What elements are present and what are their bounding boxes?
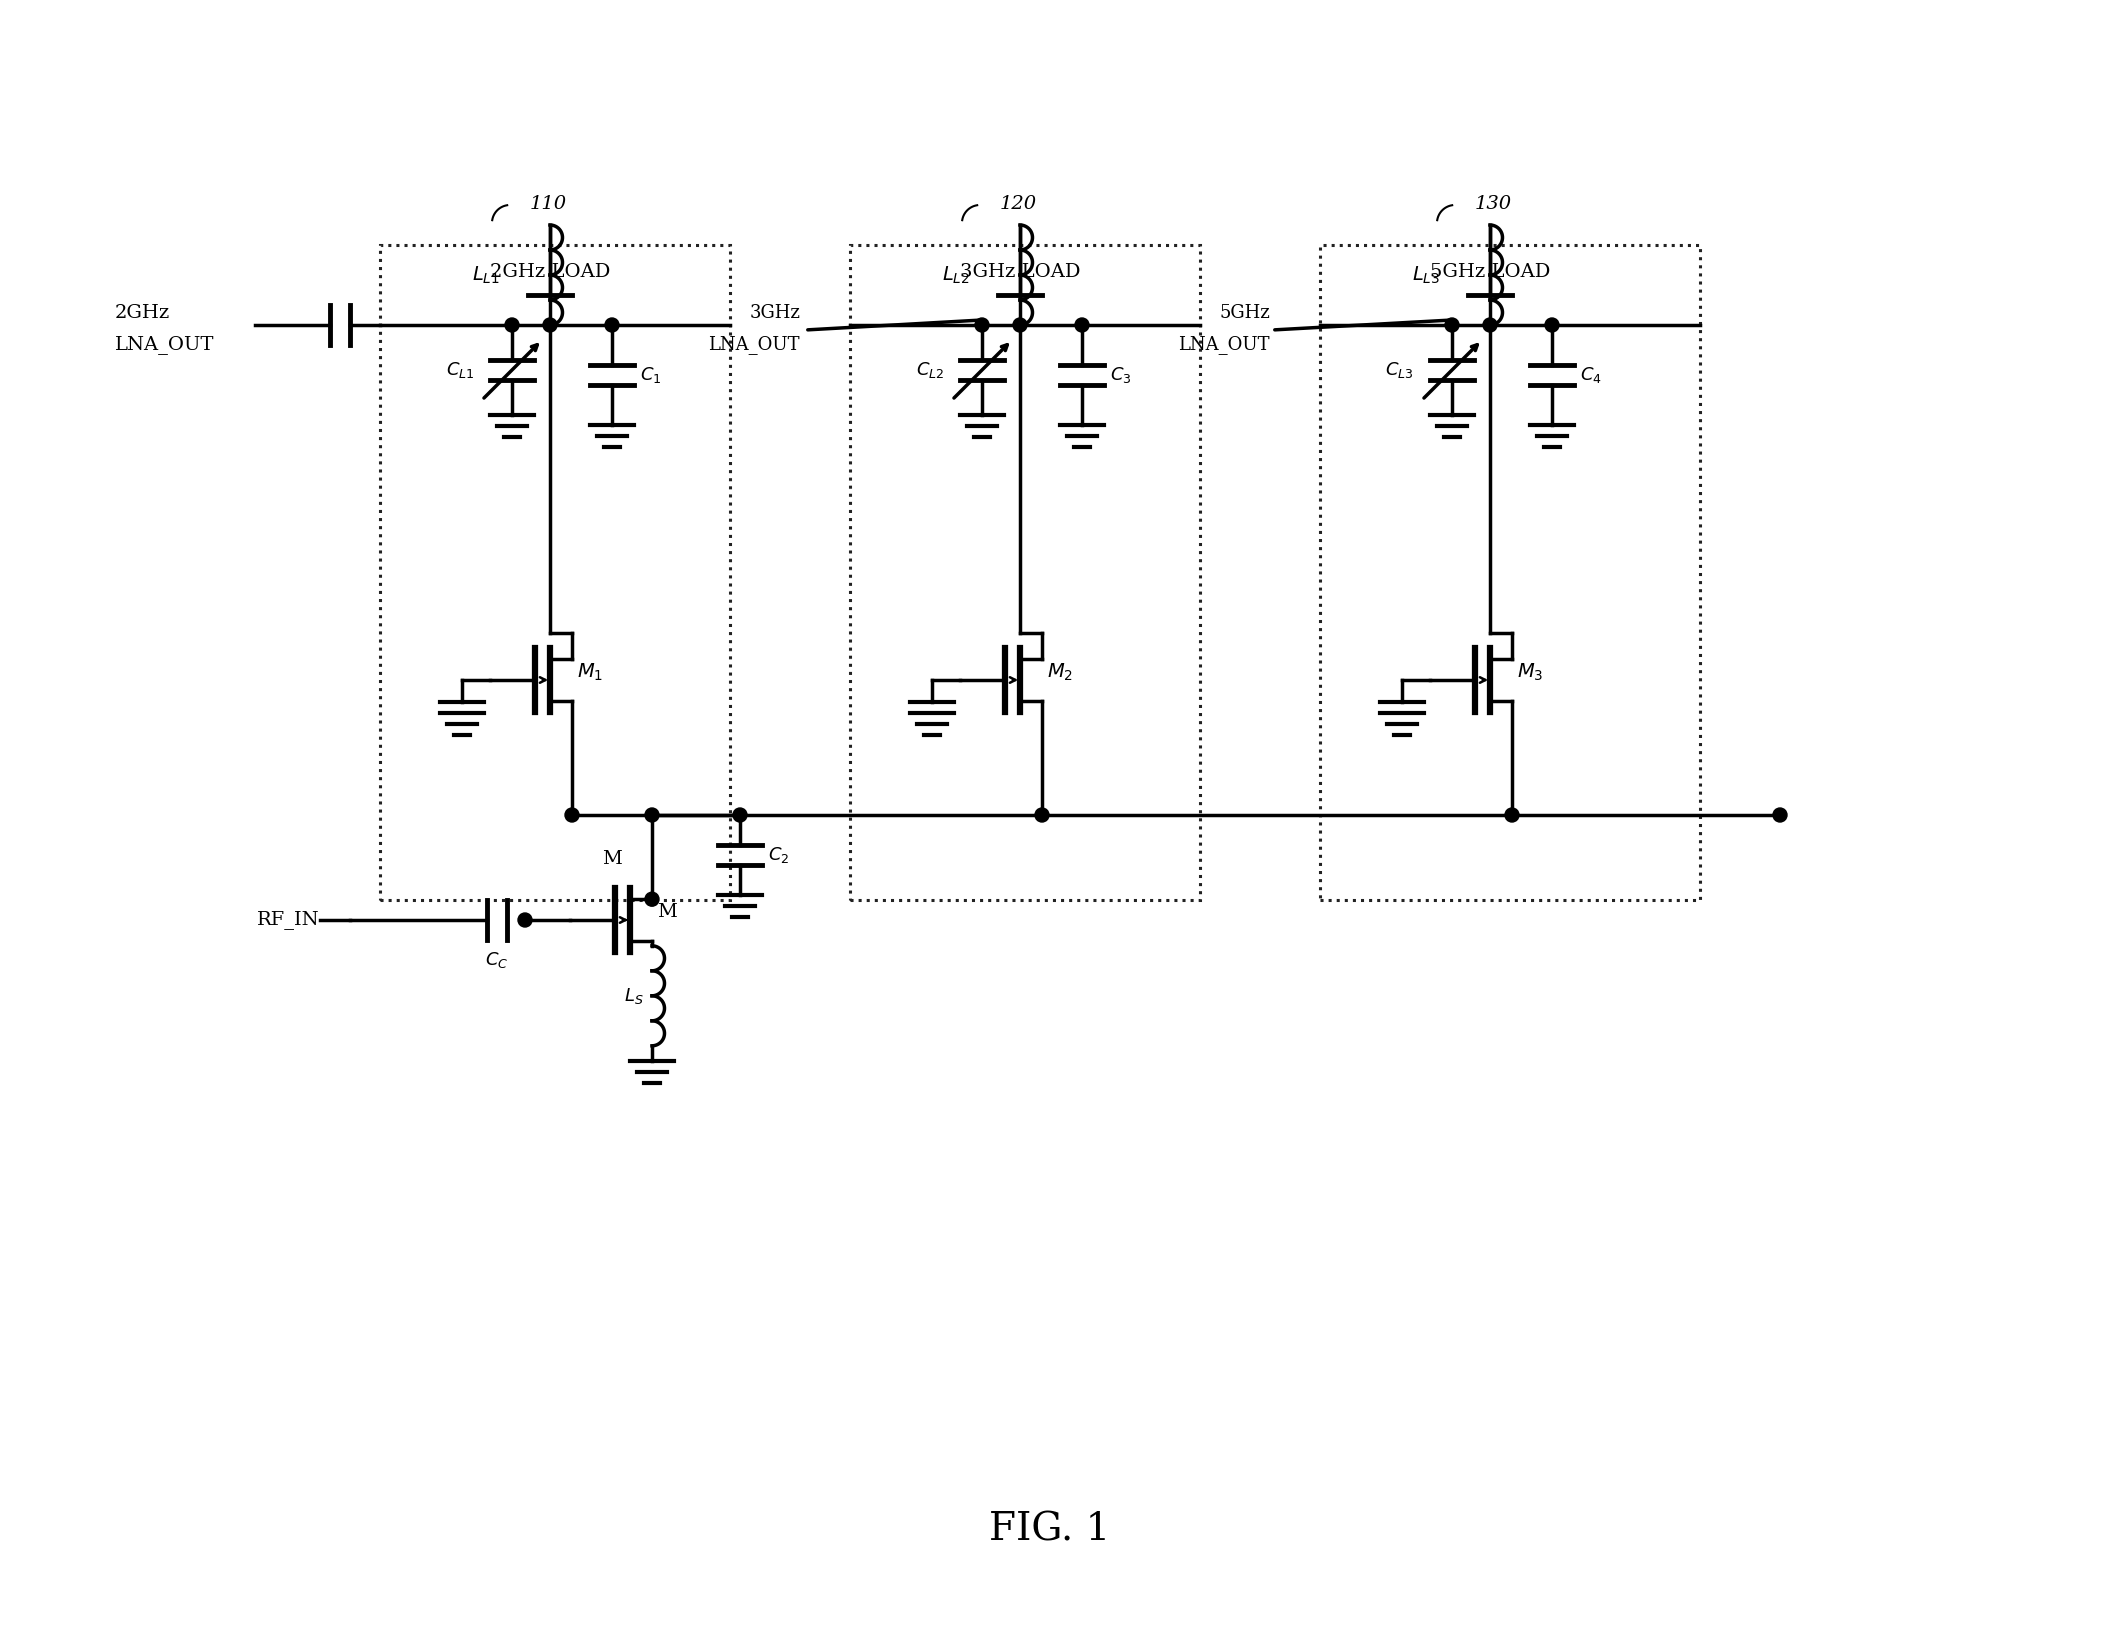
Circle shape (975, 318, 990, 333)
Text: $C_{3}$: $C_{3}$ (1110, 365, 1131, 385)
Circle shape (1773, 808, 1788, 822)
Text: $C_{L2}$: $C_{L2}$ (916, 360, 943, 380)
Circle shape (518, 913, 533, 927)
Text: 3GHz: 3GHz (750, 305, 800, 323)
Text: M: M (602, 849, 621, 869)
Text: 3GHz LOAD: 3GHz LOAD (960, 262, 1080, 280)
Text: $M_{1}$: $M_{1}$ (577, 662, 602, 683)
Text: $C_{1}$: $C_{1}$ (640, 365, 661, 385)
Text: 5GHz LOAD: 5GHz LOAD (1430, 262, 1550, 280)
Text: $C_{2}$: $C_{2}$ (769, 844, 790, 866)
Text: $C_{C}$: $C_{C}$ (484, 950, 510, 970)
Circle shape (733, 808, 748, 822)
Text: LNA_OUT: LNA_OUT (116, 336, 215, 354)
Text: LNA_OUT: LNA_OUT (708, 336, 800, 354)
Text: LNA_OUT: LNA_OUT (1179, 336, 1270, 354)
Circle shape (1034, 808, 1049, 822)
Text: RF_IN: RF_IN (257, 911, 320, 929)
Circle shape (644, 808, 659, 822)
Text: $M_{2}$: $M_{2}$ (1047, 662, 1074, 683)
Text: $L_{S}$: $L_{S}$ (623, 986, 644, 1006)
Text: $C_{L3}$: $C_{L3}$ (1386, 360, 1413, 380)
Text: M: M (657, 903, 676, 921)
Text: $L_{L3}$: $L_{L3}$ (1411, 264, 1441, 285)
Text: 2GHz: 2GHz (116, 305, 171, 323)
Text: $L_{L1}$: $L_{L1}$ (472, 264, 499, 285)
Text: $C_{L1}$: $C_{L1}$ (446, 360, 474, 380)
Circle shape (505, 318, 518, 333)
Text: $C_{4}$: $C_{4}$ (1580, 365, 1603, 385)
Text: 130: 130 (1474, 196, 1512, 214)
Text: 120: 120 (1000, 196, 1036, 214)
Text: 2GHz LOAD: 2GHz LOAD (491, 262, 611, 280)
Circle shape (1506, 808, 1518, 822)
Text: $M_{3}$: $M_{3}$ (1516, 662, 1544, 683)
Circle shape (1483, 318, 1497, 333)
Text: $L_{L2}$: $L_{L2}$ (941, 264, 971, 285)
Circle shape (644, 892, 659, 906)
Circle shape (1546, 318, 1558, 333)
Circle shape (1445, 318, 1459, 333)
Circle shape (604, 318, 619, 333)
Circle shape (1013, 318, 1028, 333)
Circle shape (1074, 318, 1089, 333)
Circle shape (543, 318, 556, 333)
Text: 5GHz: 5GHz (1219, 305, 1270, 323)
Text: 110: 110 (531, 196, 567, 214)
Circle shape (564, 808, 579, 822)
Text: FIG. 1: FIG. 1 (990, 1511, 1110, 1548)
